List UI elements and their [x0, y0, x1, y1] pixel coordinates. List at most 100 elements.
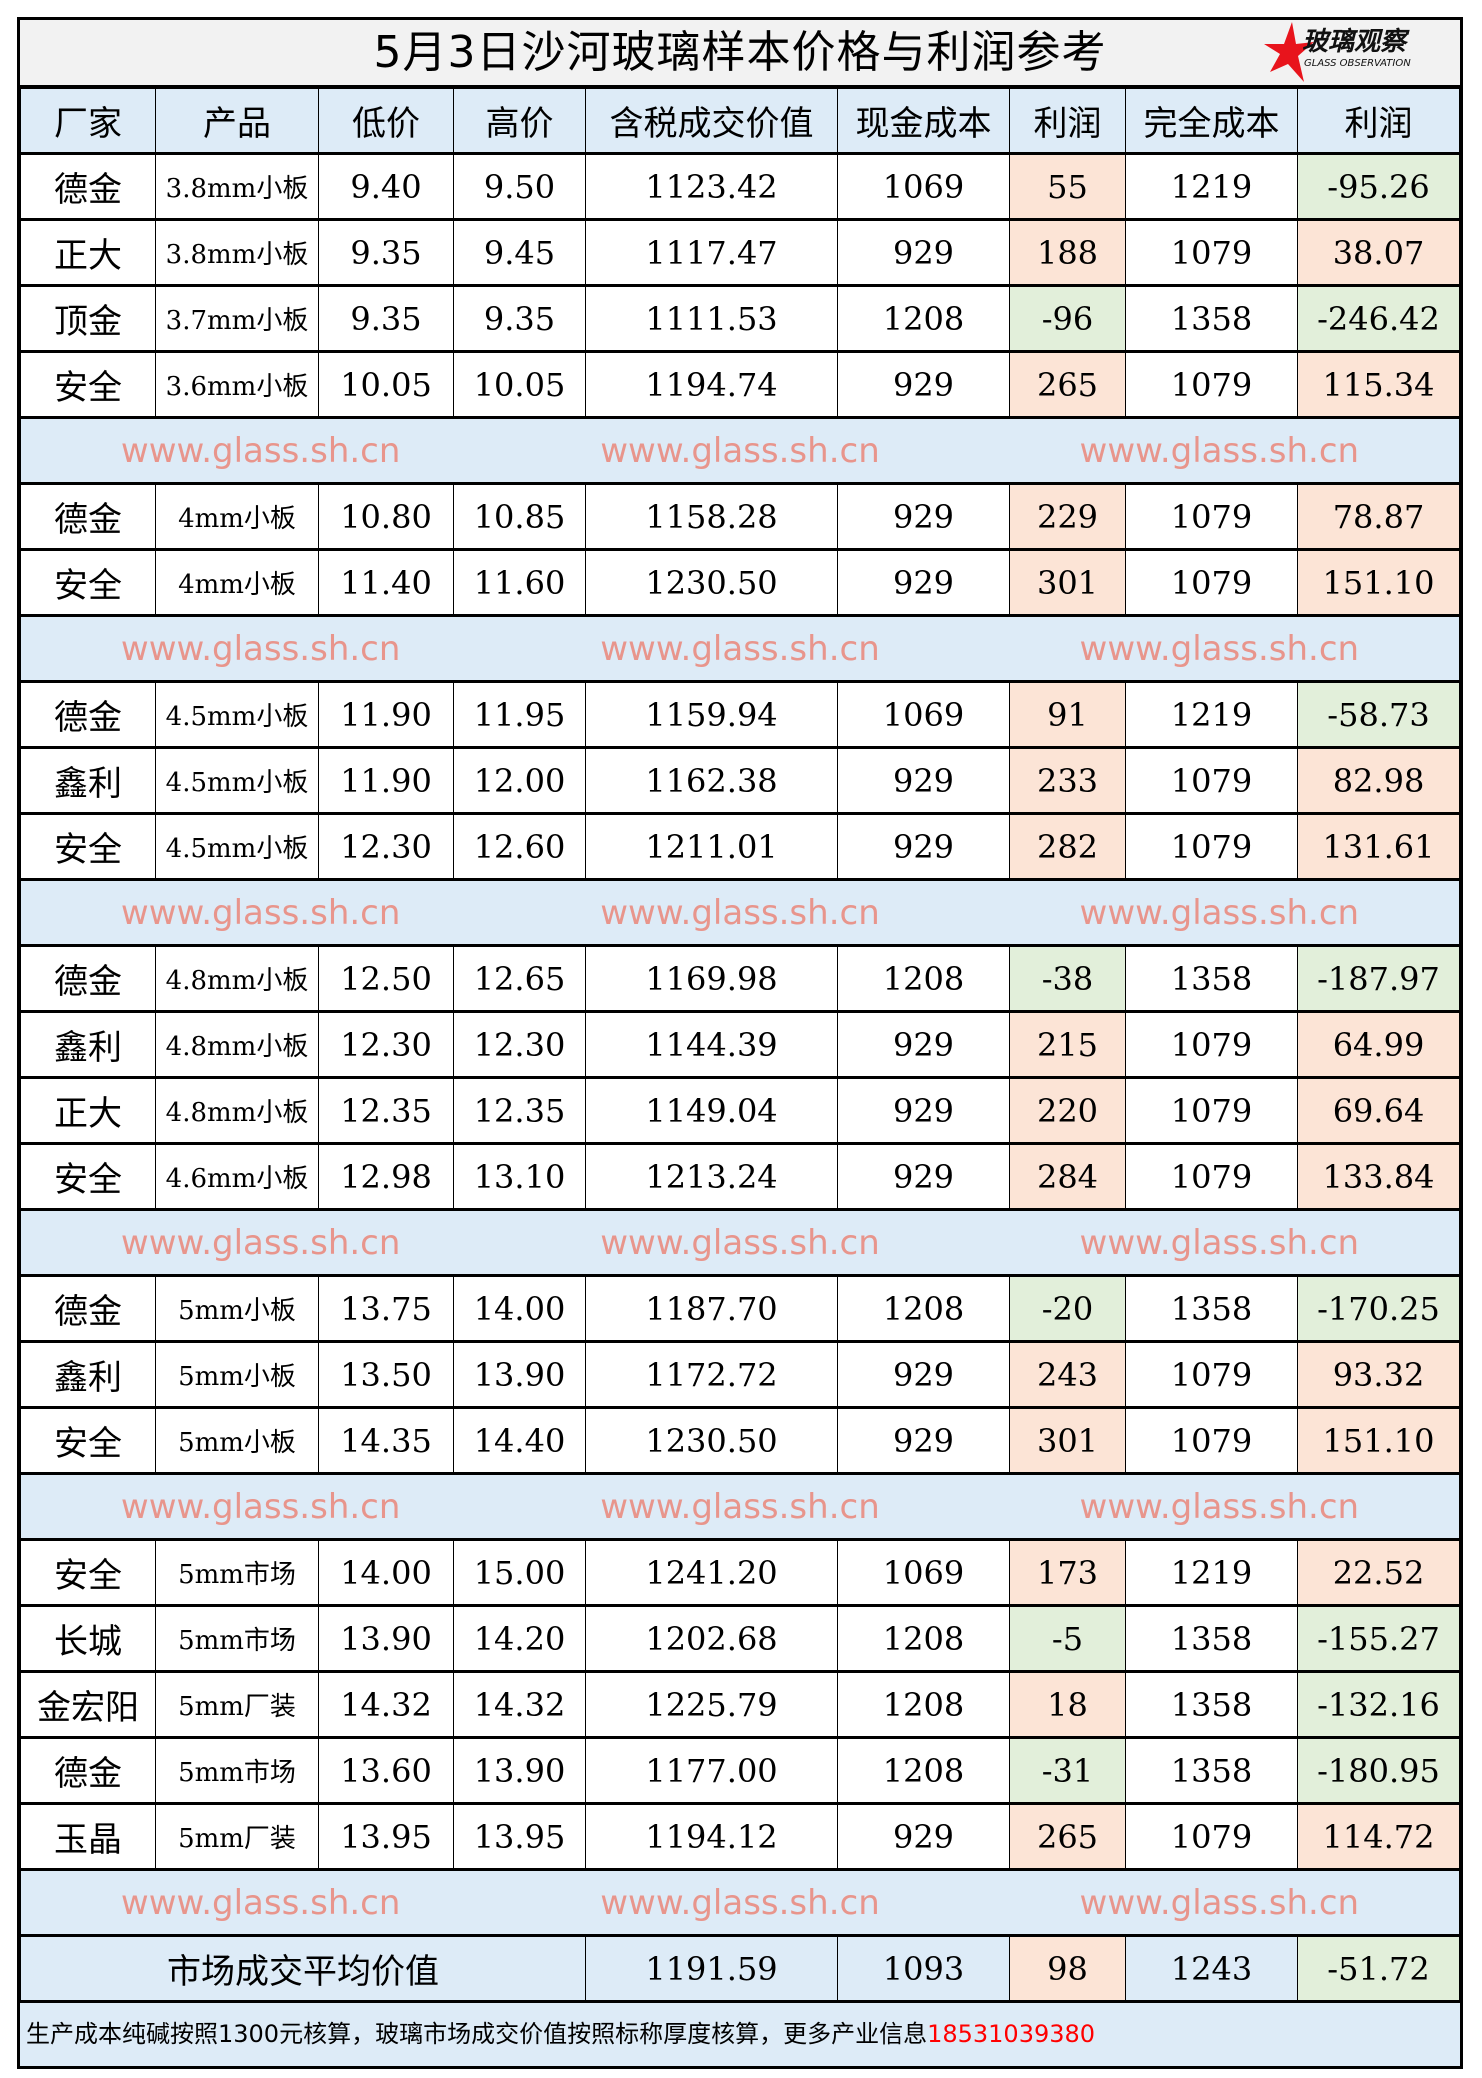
cell-cash-cost: 929 — [837, 483, 1010, 550]
cell-vendor: 安全 — [20, 1539, 156, 1606]
cell-high-price: 11.95 — [453, 681, 586, 748]
table-row: 鑫利 5mm小板 13.50 13.90 1172.72 929 243 1079 93.32 — [20, 1341, 1460, 1408]
cell-product: 4.5mm小板 — [155, 747, 319, 814]
table-row: 安全 3.6mm小板 10.05 10.05 1194.74 929 265 1079 115.… — [20, 351, 1460, 418]
table-row: 金宏阳 5mm厂装 14.32 14.32 1225.79 1208 18 1358 -132.… — [20, 1671, 1460, 1738]
average-row: 市场成交平均价值 1191.59 1093 98 1243 -51.72 — [20, 1935, 1460, 2002]
watermark-row: www.glass.sh.cn www.glass.sh.cn www.glass.… — [22, 419, 1459, 482]
watermark: www.glass.sh.cn — [120, 892, 401, 933]
watermark: www.glass.sh.cn — [600, 1222, 880, 1263]
cell-profit: 301 — [1009, 1407, 1126, 1474]
cell-full-cost: 1079 — [1125, 1341, 1298, 1408]
cell-low-price: 13.50 — [318, 1341, 454, 1408]
cell-vendor: 德金 — [20, 1275, 156, 1342]
average-full-profit: -51.72 — [1297, 1935, 1460, 2002]
cell-product: 5mm小板 — [155, 1341, 319, 1408]
header-full-cost: 完全成本 — [1125, 88, 1298, 154]
cell-vendor: 德金 — [20, 1737, 156, 1804]
cell-vendor: 安全 — [20, 549, 156, 616]
cell-tax-value: 1111.53 — [585, 285, 838, 352]
cell-high-price: 14.32 — [453, 1671, 586, 1738]
watermark: www.glass.sh.cn — [120, 430, 401, 471]
cell-cash-cost: 929 — [837, 1803, 1010, 1870]
cell-tax-value: 1230.50 — [585, 549, 838, 616]
cell-profit: 301 — [1009, 549, 1126, 616]
table-row: 安全 4mm小板 11.40 11.60 1230.50 929 301 1079 151.10 — [20, 549, 1460, 616]
watermark: www.glass.sh.cn — [120, 1486, 401, 1527]
separator-cell: www.glass.sh.cn www.glass.sh.cn www.glass.… — [20, 1473, 1460, 1540]
cell-cash-cost: 929 — [837, 747, 1010, 814]
cell-profit: -96 — [1009, 285, 1126, 352]
group-separator: www.glass.sh.cn www.glass.sh.cn www.glass.… — [20, 417, 1460, 484]
header-low-price: 低价 — [318, 88, 454, 154]
cell-full-cost: 1079 — [1125, 483, 1298, 550]
cell-vendor: 安全 — [20, 1143, 156, 1210]
cell-tax-value: 1194.74 — [585, 351, 838, 418]
cell-profit: 215 — [1009, 1011, 1126, 1078]
cell-full-cost: 1358 — [1125, 1605, 1298, 1672]
watermark: www.glass.sh.cn — [600, 430, 880, 471]
cell-full-profit: 38.07 — [1297, 219, 1460, 286]
cell-high-price: 13.10 — [453, 1143, 586, 1210]
watermark: www.glass.sh.cn — [1079, 892, 1360, 933]
cell-product: 5mm小板 — [155, 1275, 319, 1342]
cell-vendor: 鑫利 — [20, 1341, 156, 1408]
average-profit: 98 — [1009, 1935, 1126, 2002]
cell-vendor: 玉晶 — [20, 1803, 156, 1870]
table-row: 德金 3.8mm小板 9.40 9.50 1123.42 1069 55 1219 -95.26 — [20, 153, 1460, 220]
cell-product: 5mm市场 — [155, 1539, 319, 1606]
cell-full-profit: -58.73 — [1297, 681, 1460, 748]
cell-full-profit: 151.10 — [1297, 1407, 1460, 1474]
cell-product: 3.8mm小板 — [155, 153, 319, 220]
cell-low-price: 12.30 — [318, 813, 454, 880]
group-separator: www.glass.sh.cn www.glass.sh.cn www.glass.… — [20, 1869, 1460, 1936]
cell-full-profit: 115.34 — [1297, 351, 1460, 418]
header-product: 产品 — [155, 88, 319, 154]
cell-cash-cost: 1208 — [837, 945, 1010, 1012]
cell-vendor: 长城 — [20, 1605, 156, 1672]
cell-high-price: 12.65 — [453, 945, 586, 1012]
cell-full-cost: 1079 — [1125, 219, 1298, 286]
table-row: 安全 4.6mm小板 12.98 13.10 1213.24 929 284 1079 133.… — [20, 1143, 1460, 1210]
cell-cash-cost: 1208 — [837, 285, 1010, 352]
cell-profit: 18 — [1009, 1671, 1126, 1738]
cell-low-price: 12.35 — [318, 1077, 454, 1144]
cell-tax-value: 1144.39 — [585, 1011, 838, 1078]
cell-vendor: 正大 — [20, 219, 156, 286]
separator-cell: www.glass.sh.cn www.glass.sh.cn www.glass.… — [20, 879, 1460, 946]
cell-vendor: 安全 — [20, 1407, 156, 1474]
table-row: 德金 4.5mm小板 11.90 11.95 1159.94 1069 91 1219 -58.… — [20, 681, 1460, 748]
cell-profit: 265 — [1009, 1803, 1126, 1870]
cell-low-price: 14.00 — [318, 1539, 454, 1606]
cell-profit: 282 — [1009, 813, 1126, 880]
cell-full-cost: 1358 — [1125, 1737, 1298, 1804]
cell-full-profit: -187.97 — [1297, 945, 1460, 1012]
cell-full-profit: 93.32 — [1297, 1341, 1460, 1408]
cell-full-cost: 1079 — [1125, 1011, 1298, 1078]
watermark: www.glass.sh.cn — [600, 892, 880, 933]
cell-full-cost: 1219 — [1125, 681, 1298, 748]
watermark: www.glass.sh.cn — [1079, 1486, 1360, 1527]
header-full-profit: 利润 — [1297, 88, 1460, 154]
cell-cash-cost: 929 — [837, 351, 1010, 418]
watermark: www.glass.sh.cn — [1079, 430, 1360, 471]
cell-tax-value: 1213.24 — [585, 1143, 838, 1210]
cell-high-price: 12.35 — [453, 1077, 586, 1144]
cell-profit: 173 — [1009, 1539, 1126, 1606]
cell-full-cost: 1358 — [1125, 1275, 1298, 1342]
cell-vendor: 德金 — [20, 483, 156, 550]
table-row: 正大 4.8mm小板 12.35 12.35 1149.04 929 220 1079 69.6… — [20, 1077, 1460, 1144]
group-separator: www.glass.sh.cn www.glass.sh.cn www.glass.… — [20, 615, 1460, 682]
watermark-row: www.glass.sh.cn www.glass.sh.cn www.glass.… — [22, 1475, 1459, 1538]
cell-high-price: 10.05 — [453, 351, 586, 418]
cell-low-price: 11.40 — [318, 549, 454, 616]
cell-vendor: 顶金 — [20, 285, 156, 352]
cell-tax-value: 1169.98 — [585, 945, 838, 1012]
cell-full-profit: 133.84 — [1297, 1143, 1460, 1210]
glass-observation-logo: 玻璃观察 GLASS OBSERVATION — [1264, 22, 1454, 82]
separator-cell: www.glass.sh.cn www.glass.sh.cn www.glass.… — [20, 1209, 1460, 1276]
separator-cell: www.glass.sh.cn www.glass.sh.cn www.glass.… — [20, 615, 1460, 682]
cell-profit: 229 — [1009, 483, 1126, 550]
cell-product: 4.8mm小板 — [155, 1011, 319, 1078]
watermark: www.glass.sh.cn — [1079, 1222, 1360, 1263]
